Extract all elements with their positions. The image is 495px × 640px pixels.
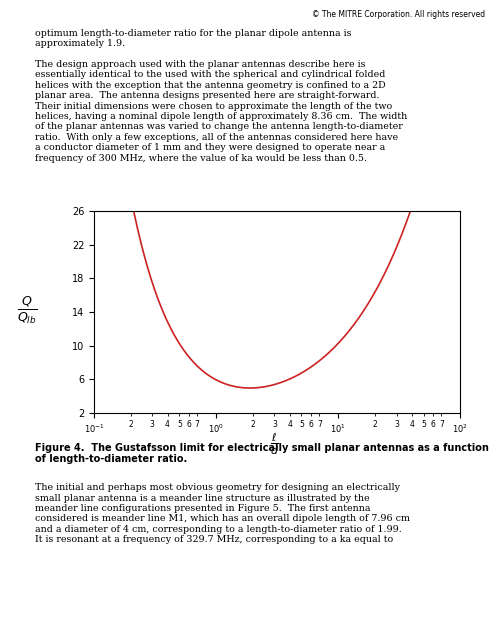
Text: $\frac{Q}{Q_{lb}}$: $\frac{Q}{Q_{lb}}$ [17, 295, 38, 326]
Text: Figure 4.  The Gustafsson limit for electrically small planar antennas as a func: Figure 4. The Gustafsson limit for elect… [35, 443, 489, 465]
Text: $\frac{\ell}{d}$: $\frac{\ell}{d}$ [270, 432, 279, 458]
Text: optimum length-to-diameter ratio for the planar dipole antenna is
approximately : optimum length-to-diameter ratio for the… [35, 29, 407, 163]
Text: © The MITRE Corporation. All rights reserved: © The MITRE Corporation. All rights rese… [312, 10, 485, 19]
Text: The initial and perhaps most obvious geometry for designing an electrically
smal: The initial and perhaps most obvious geo… [35, 483, 410, 544]
